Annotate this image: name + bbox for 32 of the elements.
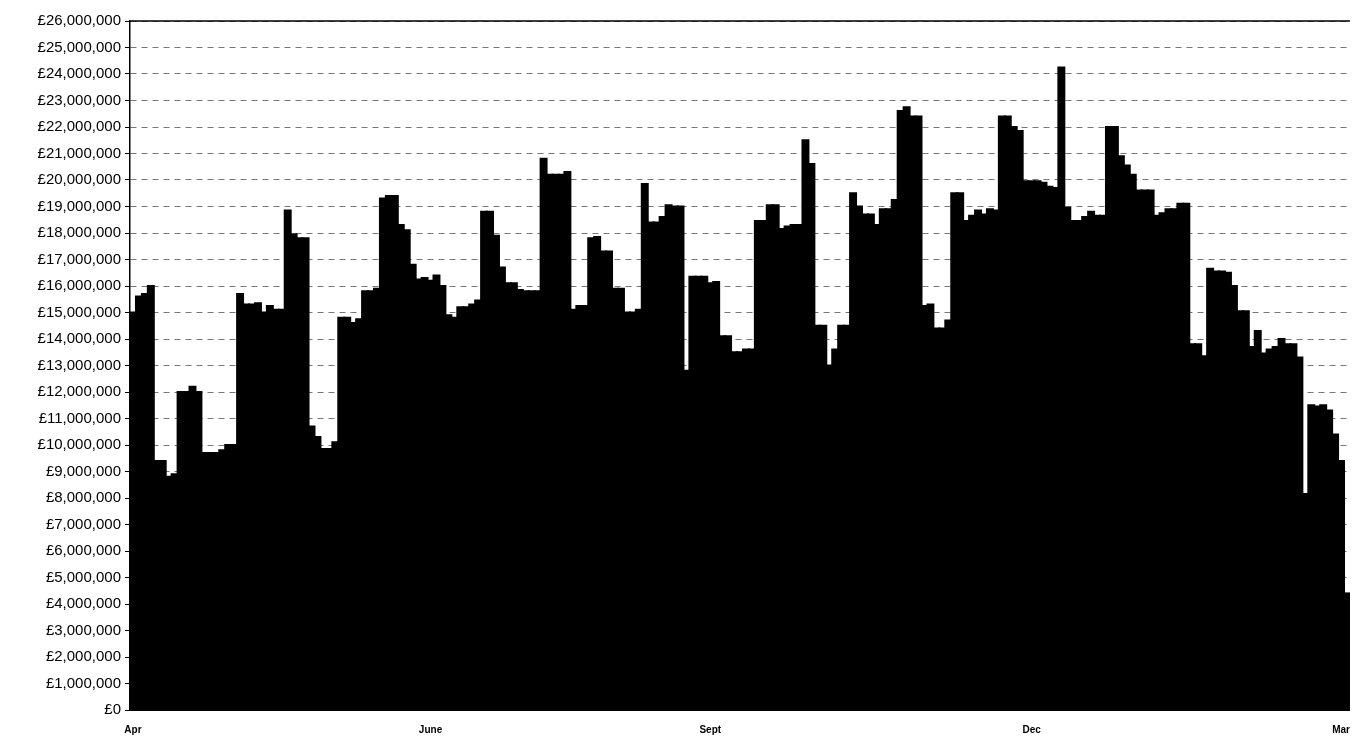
y-tick-label: £16,000,000 <box>37 276 121 294</box>
y-tick-label: £19,000,000 <box>37 196 121 214</box>
y-tick-label: £7,000,000 <box>45 514 121 532</box>
y-tick-label: £13,000,000 <box>37 355 121 373</box>
y-tick-label: £20,000,000 <box>37 170 121 188</box>
y-tick-label: £1,000,000 <box>45 673 121 691</box>
y-tick-label: £15,000,000 <box>37 302 121 320</box>
y-tick-label: £12,000,000 <box>37 382 121 400</box>
x-tick-label: Mar <box>1332 723 1351 735</box>
y-tick-label: £11,000,000 <box>38 408 121 426</box>
y-tick-label: £0 <box>104 700 121 718</box>
x-tick-label: Apr <box>124 723 142 735</box>
y-tick-label: £4,000,000 <box>45 594 121 612</box>
y-tick-label: £17,000,000 <box>37 249 121 267</box>
y-tick-label: £21,000,000 <box>37 143 121 161</box>
x-tick-label: Sept <box>699 723 722 735</box>
y-tick-label: £26,000,000 <box>37 11 121 29</box>
x-tick-label: June <box>418 723 443 735</box>
y-tick-label: £8,000,000 <box>45 488 121 506</box>
x-tick-label: Dec <box>1022 723 1042 735</box>
y-tick-label: £3,000,000 <box>45 620 121 638</box>
y-tick-label: £10,000,000 <box>37 435 121 453</box>
y-tick-label: £5,000,000 <box>45 567 121 585</box>
y-tick-label: £14,000,000 <box>37 329 121 347</box>
y-tick-label: £9,000,000 <box>45 461 121 479</box>
y-tick-label: £2,000,000 <box>45 647 121 665</box>
y-tick-label: £22,000,000 <box>37 117 121 135</box>
y-tick-label: £6,000,000 <box>45 541 121 559</box>
y-tick-label: £25,000,000 <box>37 37 121 55</box>
y-tick-label: £18,000,000 <box>37 223 121 241</box>
y-tick-label: £24,000,000 <box>37 64 121 82</box>
y-tick-label: £23,000,000 <box>37 90 121 108</box>
